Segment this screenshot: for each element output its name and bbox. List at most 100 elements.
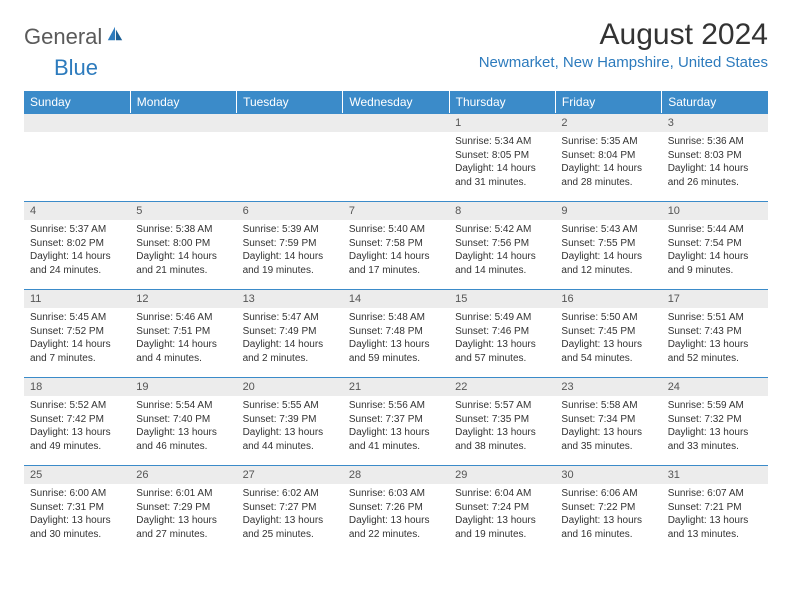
day-details: Sunrise: 5:36 AMSunset: 8:03 PMDaylight:…	[662, 132, 768, 193]
day-details: Sunrise: 6:00 AMSunset: 7:31 PMDaylight:…	[24, 484, 130, 545]
day-number: 3	[662, 113, 768, 132]
day-details: Sunrise: 5:35 AMSunset: 8:04 PMDaylight:…	[555, 132, 661, 193]
calendar-cell: 15Sunrise: 5:49 AMSunset: 7:46 PMDayligh…	[449, 289, 555, 377]
day-number: 27	[237, 465, 343, 484]
calendar-cell: 22Sunrise: 5:57 AMSunset: 7:35 PMDayligh…	[449, 377, 555, 465]
calendar-cell	[343, 113, 449, 201]
location: Newmarket, New Hampshire, United States	[479, 54, 768, 71]
calendar-row: 18Sunrise: 5:52 AMSunset: 7:42 PMDayligh…	[24, 377, 768, 465]
day-number: 15	[449, 289, 555, 308]
day-details: Sunrise: 6:07 AMSunset: 7:21 PMDaylight:…	[662, 484, 768, 545]
calendar-table: Sunday Monday Tuesday Wednesday Thursday…	[24, 91, 768, 553]
calendar-cell: 12Sunrise: 5:46 AMSunset: 7:51 PMDayligh…	[130, 289, 236, 377]
day-number: 17	[662, 289, 768, 308]
weekday-header: Friday	[555, 91, 661, 113]
calendar-cell: 7Sunrise: 5:40 AMSunset: 7:58 PMDaylight…	[343, 201, 449, 289]
calendar-cell: 4Sunrise: 5:37 AMSunset: 8:02 PMDaylight…	[24, 201, 130, 289]
day-details: Sunrise: 5:54 AMSunset: 7:40 PMDaylight:…	[130, 396, 236, 457]
calendar-cell: 29Sunrise: 6:04 AMSunset: 7:24 PMDayligh…	[449, 465, 555, 553]
day-number: 25	[24, 465, 130, 484]
day-number: 19	[130, 377, 236, 396]
calendar-cell	[130, 113, 236, 201]
calendar-cell: 28Sunrise: 6:03 AMSunset: 7:26 PMDayligh…	[343, 465, 449, 553]
day-details: Sunrise: 5:43 AMSunset: 7:55 PMDaylight:…	[555, 220, 661, 281]
weekday-header-row: Sunday Monday Tuesday Wednesday Thursday…	[24, 91, 768, 113]
day-details: Sunrise: 5:52 AMSunset: 7:42 PMDaylight:…	[24, 396, 130, 457]
day-number: 21	[343, 377, 449, 396]
logo-text-general: General	[24, 24, 102, 50]
day-details: Sunrise: 5:50 AMSunset: 7:45 PMDaylight:…	[555, 308, 661, 369]
day-details: Sunrise: 5:56 AMSunset: 7:37 PMDaylight:…	[343, 396, 449, 457]
logo-text-blue: Blue	[54, 55, 98, 81]
day-details: Sunrise: 5:38 AMSunset: 8:00 PMDaylight:…	[130, 220, 236, 281]
calendar-row: 1Sunrise: 5:34 AMSunset: 8:05 PMDaylight…	[24, 113, 768, 201]
day-details: Sunrise: 5:57 AMSunset: 7:35 PMDaylight:…	[449, 396, 555, 457]
title-block: August 2024 Newmarket, New Hampshire, Un…	[479, 18, 768, 71]
calendar-cell: 16Sunrise: 5:50 AMSunset: 7:45 PMDayligh…	[555, 289, 661, 377]
day-details: Sunrise: 6:06 AMSunset: 7:22 PMDaylight:…	[555, 484, 661, 545]
day-number: 26	[130, 465, 236, 484]
day-details: Sunrise: 5:51 AMSunset: 7:43 PMDaylight:…	[662, 308, 768, 369]
day-number: 13	[237, 289, 343, 308]
day-details: Sunrise: 5:47 AMSunset: 7:49 PMDaylight:…	[237, 308, 343, 369]
weekday-header: Sunday	[24, 91, 130, 113]
day-details: Sunrise: 5:37 AMSunset: 8:02 PMDaylight:…	[24, 220, 130, 281]
calendar-cell: 6Sunrise: 5:39 AMSunset: 7:59 PMDaylight…	[237, 201, 343, 289]
calendar-row: 4Sunrise: 5:37 AMSunset: 8:02 PMDaylight…	[24, 201, 768, 289]
weekday-header: Wednesday	[343, 91, 449, 113]
day-number: 2	[555, 113, 661, 132]
calendar-cell: 30Sunrise: 6:06 AMSunset: 7:22 PMDayligh…	[555, 465, 661, 553]
month-title: August 2024	[479, 18, 768, 52]
day-number: 28	[343, 465, 449, 484]
day-details: Sunrise: 5:45 AMSunset: 7:52 PMDaylight:…	[24, 308, 130, 369]
day-number: 5	[130, 201, 236, 220]
calendar-cell: 25Sunrise: 6:00 AMSunset: 7:31 PMDayligh…	[24, 465, 130, 553]
day-number: 4	[24, 201, 130, 220]
day-number: 7	[343, 201, 449, 220]
calendar-cell	[24, 113, 130, 201]
day-number: 14	[343, 289, 449, 308]
calendar-cell: 19Sunrise: 5:54 AMSunset: 7:40 PMDayligh…	[130, 377, 236, 465]
calendar-cell: 13Sunrise: 5:47 AMSunset: 7:49 PMDayligh…	[237, 289, 343, 377]
day-number: 20	[237, 377, 343, 396]
calendar-cell: 20Sunrise: 5:55 AMSunset: 7:39 PMDayligh…	[237, 377, 343, 465]
logo-sail-icon	[106, 25, 124, 43]
calendar-cell: 24Sunrise: 5:59 AMSunset: 7:32 PMDayligh…	[662, 377, 768, 465]
day-number: 29	[449, 465, 555, 484]
weekday-header: Saturday	[662, 91, 768, 113]
day-details: Sunrise: 5:59 AMSunset: 7:32 PMDaylight:…	[662, 396, 768, 457]
calendar-row: 11Sunrise: 5:45 AMSunset: 7:52 PMDayligh…	[24, 289, 768, 377]
day-number: 1	[449, 113, 555, 132]
calendar-cell: 3Sunrise: 5:36 AMSunset: 8:03 PMDaylight…	[662, 113, 768, 201]
calendar-cell: 11Sunrise: 5:45 AMSunset: 7:52 PMDayligh…	[24, 289, 130, 377]
day-details: Sunrise: 5:46 AMSunset: 7:51 PMDaylight:…	[130, 308, 236, 369]
day-number: 22	[449, 377, 555, 396]
day-number: 9	[555, 201, 661, 220]
calendar-cell: 10Sunrise: 5:44 AMSunset: 7:54 PMDayligh…	[662, 201, 768, 289]
day-number: 24	[662, 377, 768, 396]
day-number: 11	[24, 289, 130, 308]
day-details: Sunrise: 5:55 AMSunset: 7:39 PMDaylight:…	[237, 396, 343, 457]
day-details: Sunrise: 5:39 AMSunset: 7:59 PMDaylight:…	[237, 220, 343, 281]
calendar-cell: 1Sunrise: 5:34 AMSunset: 8:05 PMDaylight…	[449, 113, 555, 201]
day-number: 23	[555, 377, 661, 396]
day-details: Sunrise: 5:58 AMSunset: 7:34 PMDaylight:…	[555, 396, 661, 457]
calendar-cell: 9Sunrise: 5:43 AMSunset: 7:55 PMDaylight…	[555, 201, 661, 289]
logo: General	[24, 24, 126, 50]
day-number: 12	[130, 289, 236, 308]
day-number: 30	[555, 465, 661, 484]
calendar-cell: 2Sunrise: 5:35 AMSunset: 8:04 PMDaylight…	[555, 113, 661, 201]
calendar-cell: 17Sunrise: 5:51 AMSunset: 7:43 PMDayligh…	[662, 289, 768, 377]
day-number: 18	[24, 377, 130, 396]
calendar-cell: 18Sunrise: 5:52 AMSunset: 7:42 PMDayligh…	[24, 377, 130, 465]
calendar-cell: 23Sunrise: 5:58 AMSunset: 7:34 PMDayligh…	[555, 377, 661, 465]
calendar-row: 25Sunrise: 6:00 AMSunset: 7:31 PMDayligh…	[24, 465, 768, 553]
day-number: 6	[237, 201, 343, 220]
calendar-cell	[237, 113, 343, 201]
weekday-header: Tuesday	[237, 91, 343, 113]
day-details: Sunrise: 5:49 AMSunset: 7:46 PMDaylight:…	[449, 308, 555, 369]
day-details: Sunrise: 5:48 AMSunset: 7:48 PMDaylight:…	[343, 308, 449, 369]
calendar-cell: 21Sunrise: 5:56 AMSunset: 7:37 PMDayligh…	[343, 377, 449, 465]
day-details: Sunrise: 5:42 AMSunset: 7:56 PMDaylight:…	[449, 220, 555, 281]
calendar-cell: 8Sunrise: 5:42 AMSunset: 7:56 PMDaylight…	[449, 201, 555, 289]
